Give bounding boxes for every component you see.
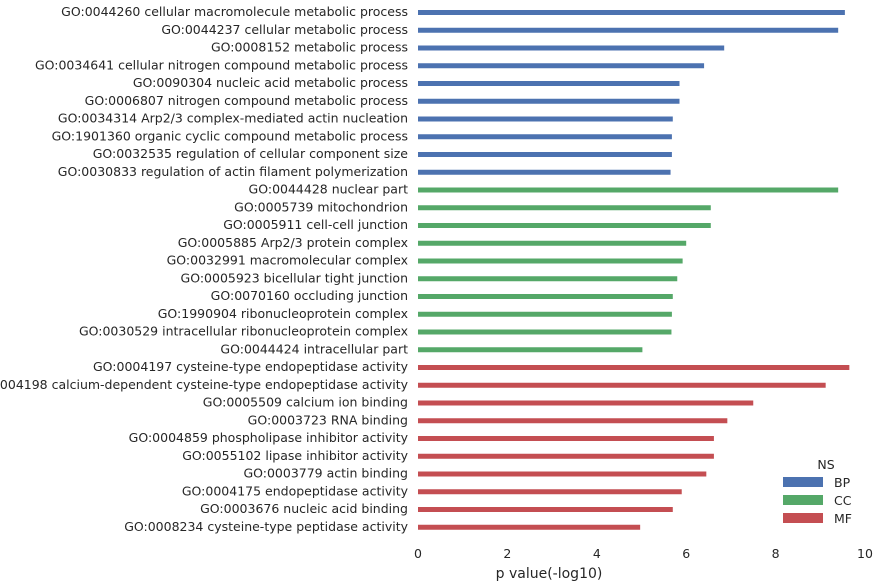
bar-mf [418, 489, 682, 495]
category-label: GO:0032991 macromolecular complex [167, 253, 408, 268]
category-label: GO:0005739 mitochondrion [234, 199, 408, 214]
bar-cc [418, 258, 683, 264]
legend: NS BP CC MF [783, 457, 852, 526]
x-axis-label: p value(-log10) [496, 566, 603, 582]
category-label: GO:0005911 cell-cell junction [223, 217, 408, 232]
bar-cc [418, 187, 839, 193]
x-tick-label: 2 [503, 546, 511, 561]
bar-bp [418, 98, 680, 104]
bar-bp [418, 27, 839, 33]
bar-mf [418, 524, 641, 530]
bar-bp [418, 81, 680, 86]
bar-cc [418, 311, 672, 317]
category-label: GO:0030529 intracellular ribonucleoprote… [79, 324, 408, 339]
category-label: GO:0004198 calcium-dependent cysteine-ty… [0, 377, 409, 392]
x-tick-label: 8 [772, 546, 780, 561]
bar-mf [418, 453, 714, 459]
x-tick-labels: 0 2 4 6 8 10 [414, 546, 873, 561]
bar-bp [418, 45, 725, 51]
bar-bp [418, 134, 672, 140]
category-label: GO:0044428 nuclear part [249, 182, 409, 197]
bar-mf [418, 471, 707, 477]
category-label: GO:1990904 ribonucleoprotein complex [158, 306, 408, 321]
x-tick-label: 4 [593, 546, 601, 561]
bar-cc [418, 294, 673, 299]
category-label: GO:0003723 RNA binding [248, 412, 408, 427]
bar-mf [418, 436, 714, 441]
bar-mf [418, 418, 728, 424]
category-label: GO:1901360 organic cyclic compound metab… [52, 128, 408, 143]
bar-mf [418, 365, 850, 370]
bar-bp [418, 63, 705, 69]
category-label: GO:0008152 metabolic process [211, 40, 408, 55]
legend-label-mf: MF [834, 511, 852, 526]
category-label: GO:0008234 cysteine-type peptidase activ… [124, 519, 408, 534]
legend-swatch-bp [783, 477, 823, 487]
category-label: GO:0003676 nucleic acid binding [200, 501, 408, 516]
legend-swatch-mf [783, 513, 823, 523]
category-label: GO:0004175 endopeptidase activity [182, 483, 409, 498]
legend-label-bp: BP [834, 475, 851, 490]
category-label: GO:0034641 cellular nitrogen compound me… [35, 57, 408, 72]
bar-cc [418, 240, 687, 246]
category-label: GO:0030833 regulation of actin filament … [58, 164, 408, 179]
legend-title: NS [817, 457, 834, 472]
bar-cc [418, 205, 711, 211]
bar-cc [418, 347, 643, 353]
bar-mf [418, 382, 826, 388]
bars-group [418, 10, 850, 530]
x-tick-label: 10 [857, 546, 873, 561]
category-label: GO:0090304 nucleic acid metabolic proces… [133, 75, 408, 90]
category-label: GO:0034314 Arp2/3 complex-mediated actin… [58, 111, 408, 126]
legend-swatch-cc [783, 495, 823, 505]
legend-label-cc: CC [834, 493, 852, 508]
category-label: GO:0032535 regulation of cellular compon… [93, 146, 409, 161]
category-label: GO:0003779 actin binding [243, 466, 408, 481]
category-label: GO:0004197 cysteine-type endopeptidase a… [93, 359, 409, 374]
category-label: GO:0044237 cellular metabolic process [161, 22, 408, 37]
bar-bp [418, 152, 672, 157]
bar-bp [418, 10, 845, 15]
category-label: GO:0004859 phospholipase inhibitor activ… [129, 430, 409, 445]
bar-mf [418, 507, 673, 512]
bar-bp [418, 116, 673, 122]
bar-cc [418, 223, 711, 228]
category-label: GO:0006807 nitrogen compound metabolic p… [85, 93, 408, 108]
category-labels: GO:0044260 cellular macromolecule metabo… [0, 4, 409, 534]
category-label: GO:0044260 cellular macromolecule metabo… [61, 4, 408, 19]
bar-bp [418, 169, 671, 175]
category-label: GO:0055102 lipase inhibitor activity [182, 448, 408, 463]
bar-cc [418, 276, 678, 282]
category-label: GO:0044424 intracellular part [220, 341, 408, 356]
category-label: GO:0005885 Arp2/3 protein complex [178, 235, 408, 250]
x-tick-label: 0 [414, 546, 422, 561]
category-label: GO:0005509 calcium ion binding [203, 395, 408, 410]
category-label: GO:0005923 bicellular tight junction [181, 270, 408, 285]
x-tick-label: 6 [682, 546, 690, 561]
bar-cc [418, 329, 672, 335]
bar-mf [418, 400, 754, 406]
category-label: GO:0070160 occluding junction [211, 288, 408, 303]
